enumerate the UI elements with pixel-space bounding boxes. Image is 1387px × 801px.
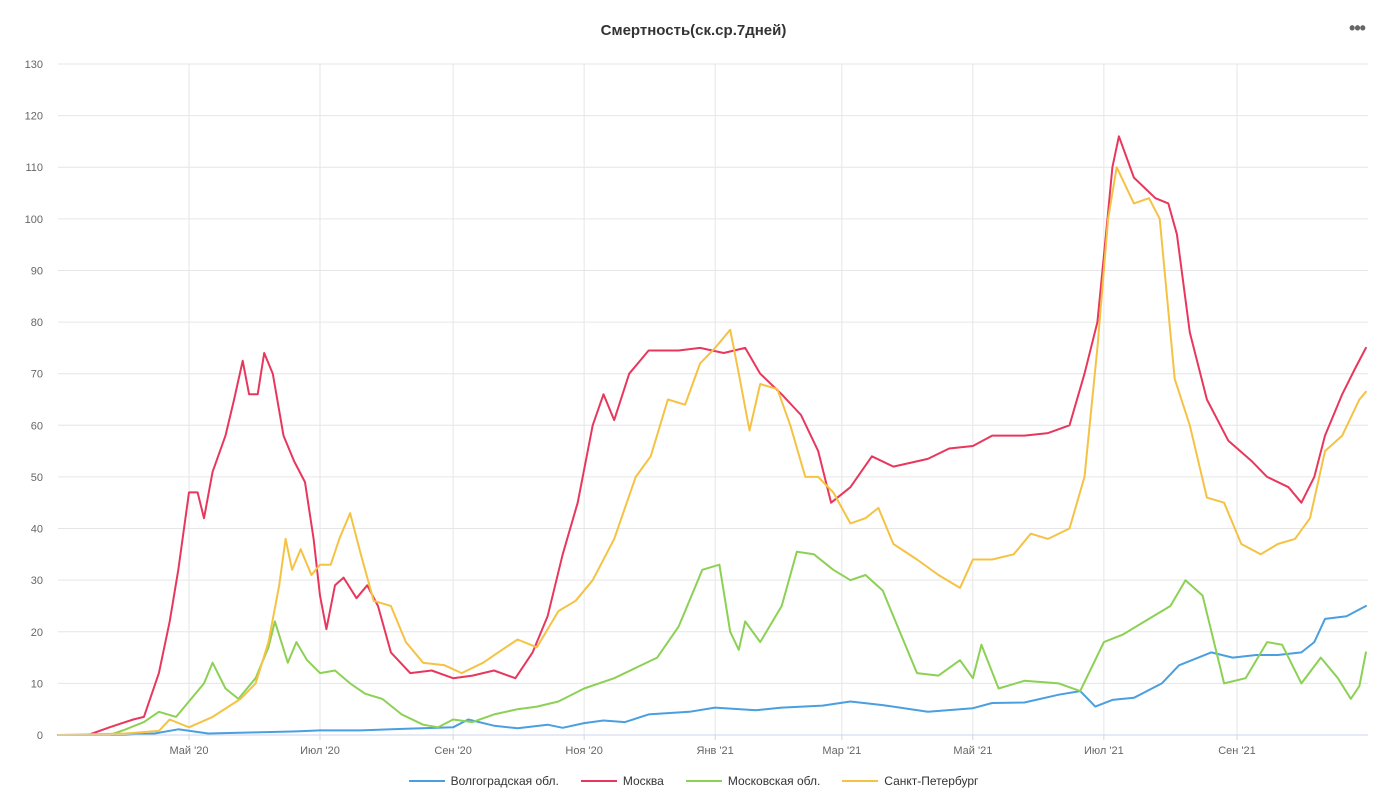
x-tick-label: Сен '20 [434,745,472,757]
chart-title: Смертность(ск.ср.7дней) [600,22,787,39]
legend-item-2[interactable]: Московская обл. [685,774,821,788]
y-tick-label: 50 [31,472,43,484]
y-tick-label: 100 [25,214,43,226]
x-tick-label: Сен '21 [1218,745,1256,757]
legend-item-0[interactable]: Волгоградская обл. [408,774,559,788]
legend-swatch [408,780,445,782]
legend-label: Волгоградская обл. [450,774,559,788]
y-tick-label: 60 [31,420,43,432]
series-line-2[interactable] [57,550,1367,736]
series-line-0[interactable] [57,605,1367,736]
y-tick-label: 90 [31,265,43,277]
y-tick-label: 120 [25,111,43,123]
x-tick-label: Мар '21 [822,745,861,757]
series-line-3[interactable] [57,166,1367,736]
series-layer [57,135,1367,736]
y-tick-label: 30 [31,575,43,587]
y-tick-label: 110 [25,162,43,174]
y-tick-label: 130 [25,59,43,71]
legend-label: Санкт-Петербург [884,774,979,788]
y-tick-label: 10 [31,678,43,690]
x-tick-label: Июл '20 [300,745,340,757]
legend-swatch [685,780,722,782]
x-tick-label: Ноя '20 [565,745,602,757]
more-horizontal-icon[interactable]: ••• [1349,18,1366,38]
legend-swatch [580,780,617,782]
legend-item-1[interactable]: Москва [580,774,664,788]
y-tick-label: 80 [31,317,43,329]
x-tick-label: Янв '21 [697,745,734,757]
axis-layer: 0 10 20 30 40 50 60 70 80 90 100 110 120 130 Май '20 Ию… [25,59,1368,757]
y-tick-label: 0 [37,730,43,742]
legend-item-3[interactable]: Санкт-Петербург [842,774,978,788]
legend-label: Москва [622,774,664,788]
grid-layer [58,63,1368,736]
legend-label: Московская обл. [727,774,821,788]
chart-legend: Волгоградская обл. Москва Московская обл. С… [0,774,1387,788]
line-chart: 0 10 20 30 40 50 60 70 80 90 100 110 120 130 Май '20 Ию… [25,59,1368,757]
x-tick-label: Май '20 [170,745,209,757]
y-tick-label: 40 [31,524,43,536]
legend-swatch [842,780,879,782]
x-tick-label: Май '21 [953,745,992,757]
series-line-1[interactable] [57,135,1367,736]
x-tick-label: Июл '21 [1084,745,1124,757]
y-tick-label: 20 [31,627,43,639]
y-tick-label: 70 [31,369,43,381]
